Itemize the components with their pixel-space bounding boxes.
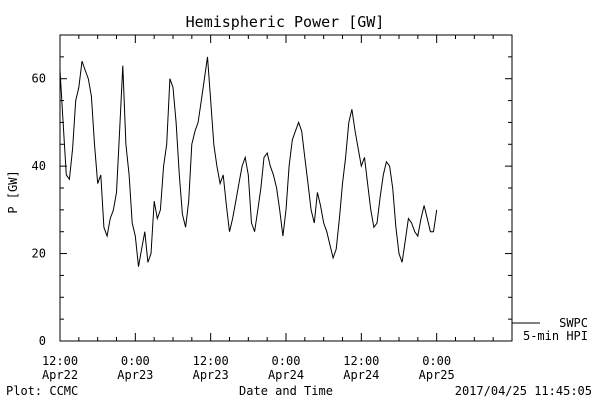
plot-frame xyxy=(59,34,513,342)
x-tick-label-time: 0:00 xyxy=(121,354,150,368)
y-tick-label: 20 xyxy=(32,247,46,261)
y-tick-label: 0 xyxy=(39,334,46,348)
x-tick-label-date: Apr24 xyxy=(343,368,379,382)
x-axis-label: Date and Time xyxy=(239,384,333,398)
x-axis: 12:00Apr220:00Apr2312:00Apr230:00Apr2412… xyxy=(42,35,513,382)
y-axis: 0 20 40 60 xyxy=(32,34,512,348)
x-tick-label-time: 0:00 xyxy=(422,354,451,368)
x-tick-label-time: 12:00 xyxy=(343,354,379,368)
x-tick-label-date: Apr25 xyxy=(419,368,455,382)
x-tick-label-date: Apr23 xyxy=(193,368,229,382)
series-line-hemispheric-power xyxy=(59,56,438,267)
timestamp-label: 2017/04/25 11:45:05 xyxy=(455,384,592,398)
plot-source-label: Plot: CCMC xyxy=(6,384,78,398)
y-tick-label: 60 xyxy=(32,72,46,86)
x-tick-label-date: Apr23 xyxy=(117,368,153,382)
x-tick-label-date: Apr22 xyxy=(42,368,78,382)
y-tick-label: 40 xyxy=(32,159,46,173)
chart-title: Hemispheric Power [GW] xyxy=(186,13,385,31)
legend-label-swpc: SWPC xyxy=(559,316,588,330)
x-tick-label-time: 12:00 xyxy=(42,354,78,368)
x-tick-label-date: Apr24 xyxy=(268,368,304,382)
x-tick-label-time: 0:00 xyxy=(272,354,301,368)
y-axis-label: P [GW] xyxy=(6,170,20,213)
x-tick-label-time: 12:00 xyxy=(193,354,229,368)
legend-label-hpi: 5-min HPI xyxy=(523,329,588,343)
